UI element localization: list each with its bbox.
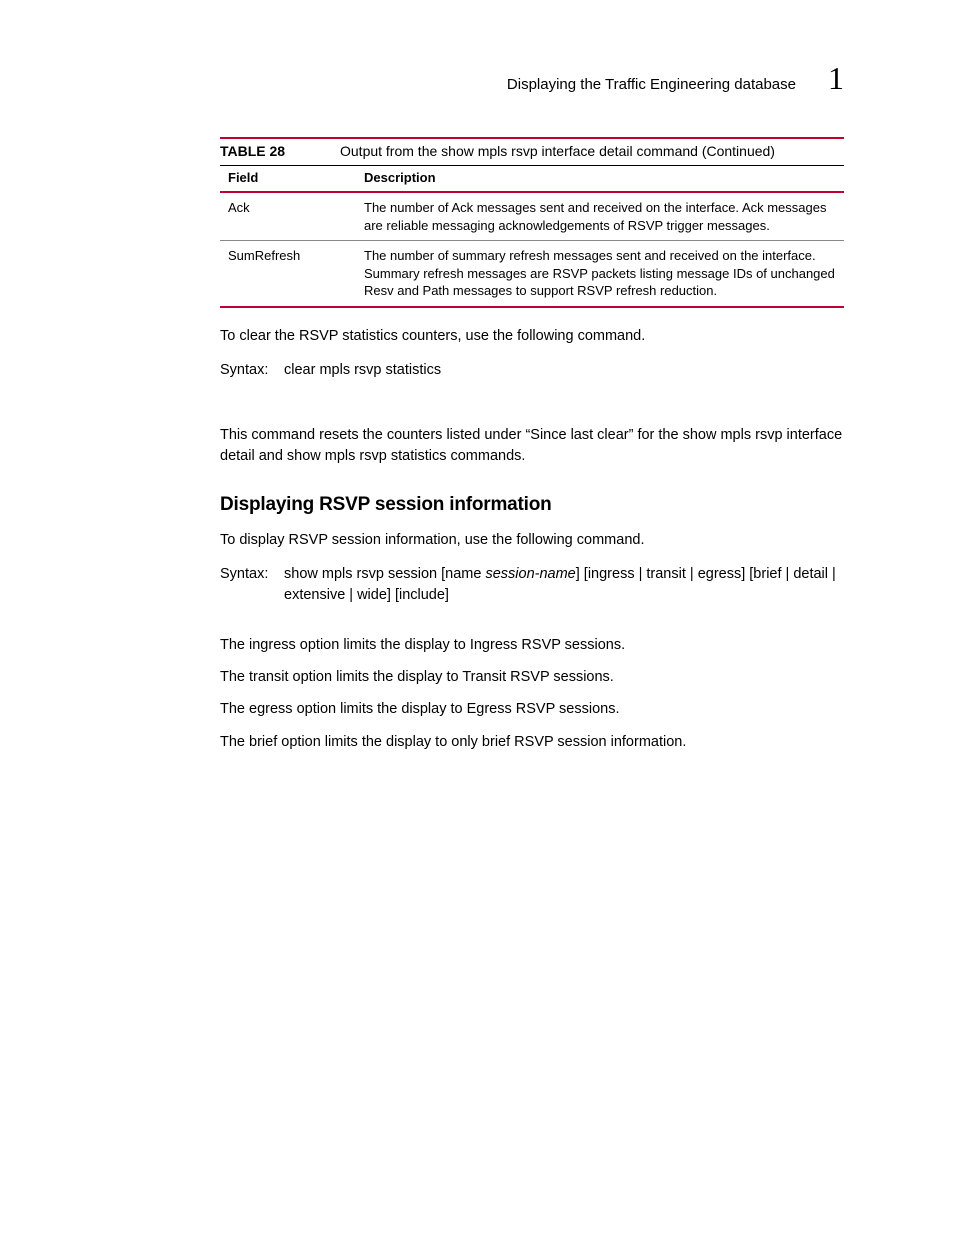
col-header-description: Description (356, 166, 844, 193)
table-caption-row: TABLE 28 Output from the show mpls rsvp … (220, 137, 844, 159)
output-table: Field Description Ack The number of Ack … (220, 165, 844, 308)
syntax-body: show mpls rsvp session [name session-nam… (284, 564, 844, 605)
table-caption: Output from the show mpls rsvp interface… (340, 143, 775, 159)
paragraph: To display RSVP session information, use… (220, 530, 844, 550)
page-header: Displaying the Traffic Engineering datab… (110, 60, 844, 97)
syntax-line: Syntax: clear mpls rsvp statistics (220, 360, 844, 380)
table-row: SumRefresh The number of summary refresh… (220, 241, 844, 307)
section-heading: Displaying RSVP session information (220, 494, 844, 516)
header-title: Displaying the Traffic Engineering datab… (507, 76, 796, 93)
syntax-label: Syntax: (220, 360, 284, 380)
paragraph: To clear the RSVP statistics counters, u… (220, 326, 844, 346)
cell-description: The number of summary refresh messages s… (356, 241, 844, 307)
option-list: The ingress option limits the display to… (220, 635, 844, 752)
paragraph: This command resets the counters listed … (220, 425, 844, 466)
table-label: TABLE 28 (220, 143, 340, 159)
syntax-body: clear mpls rsvp statistics (284, 360, 844, 380)
page-content: Displaying the Traffic Engineering datab… (0, 0, 954, 824)
option-item: The transit option limits the display to… (220, 667, 844, 687)
chapter-number: 1 (828, 60, 844, 97)
syntax-label: Syntax: (220, 564, 284, 605)
syntax-line: Syntax: show mpls rsvp session [name ses… (220, 564, 844, 605)
cell-description: The number of Ack messages sent and rece… (356, 192, 844, 241)
table-row: Ack The number of Ack messages sent and … (220, 192, 844, 241)
option-item: The egress option limits the display to … (220, 699, 844, 719)
option-item: The ingress option limits the display to… (220, 635, 844, 655)
syntax-text: show mpls rsvp session [name (284, 566, 485, 582)
col-header-field: Field (220, 166, 356, 193)
cell-field: SumRefresh (220, 241, 356, 307)
syntax-param: session-name (485, 566, 575, 582)
cell-field: Ack (220, 192, 356, 241)
option-item: The brief option limits the display to o… (220, 732, 844, 752)
